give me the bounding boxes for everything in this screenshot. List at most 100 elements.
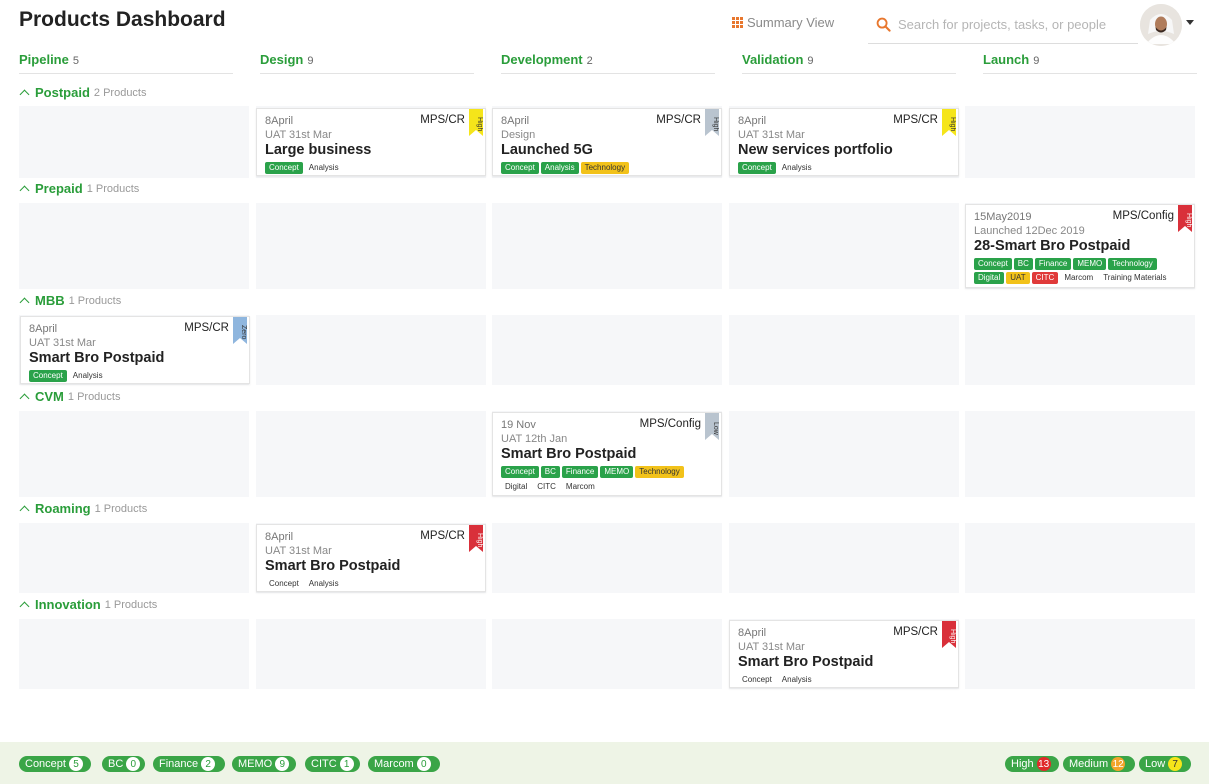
lane-cell [256,619,486,689]
chevron-up-icon [19,601,30,612]
card-title: Large business [265,142,372,158]
group-toggle-cvm[interactable]: CVM 1 Products [19,389,121,404]
tag: MEMO [600,466,634,478]
lane-roaming [19,523,1196,593]
tag: Technology [580,162,630,174]
filter-low[interactable]: Low 7 [1139,756,1191,772]
tag: BC [1013,258,1033,270]
chevron-down-icon[interactable] [1186,20,1194,25]
product-card[interactable]: 8April MPS/CR High Design Launched 5G Co… [492,108,722,176]
group-label: Innovation [35,597,101,612]
group-toggle-mbb[interactable]: MBB 1 Products [19,293,121,308]
header: Products Dashboard Summary View [0,0,1209,46]
lane-cell [965,315,1195,385]
lane-cell [256,411,486,497]
card-title: 28-Smart Bro Postpaid [974,238,1131,254]
product-card[interactable]: 8April MPS/CR High UAT 31st Mar Smart Br… [256,524,486,592]
card-type: MPS/Config [639,418,701,430]
card-type: MPS/CR [420,114,465,126]
summary-view-label: Summary View [747,15,835,30]
filter-citc[interactable]: CITC 1 [305,756,360,772]
group-toggle-roaming[interactable]: Roaming 1 Products [19,501,148,516]
stage-design[interactable]: Design 9 [260,52,474,74]
card-subtitle: UAT 31st Mar [29,337,96,349]
group-label: CVM [35,389,64,404]
lane-cell [729,203,959,289]
tag: BC [540,466,560,478]
product-card[interactable]: 19 Nov MPS/Config Low UAT 12th Jan Smart… [492,412,722,496]
card-subtitle: Launched 12Dec 2019 [974,225,1085,237]
lane-cell [256,315,486,385]
card-title: Launched 5G [501,142,593,158]
product-card[interactable]: 8April MPS/CR High UAT 31st Mar Smart Br… [729,620,959,688]
card-title: Smart Bro Postpaid [738,654,874,670]
page-title: Products Dashboard [19,8,226,31]
tag: Marcom [1064,273,1094,282]
summary-view-button[interactable]: Summary View [732,15,834,30]
tag: UAT [1006,272,1030,284]
tag: Analysis [781,675,812,684]
filter-high[interactable]: High 13 [1005,756,1059,772]
priority-flag: Low [705,413,719,440]
footer-summary-bar: Concept 5 BC 0 Finance 2 MEMO 9 CITC 1 Marcom… [0,742,1209,784]
lane-cell [19,411,249,497]
filter-concept[interactable]: Concept 5 [19,756,91,772]
priority-flag: High [469,525,483,552]
card-type: MPS/CR [184,322,229,334]
lane-cell [492,203,722,289]
filter-finance[interactable]: Finance 2 [153,756,225,772]
tag: Analysis [72,371,103,380]
product-card[interactable]: 15May2019 MPS/Config High Launched 12Dec… [965,204,1195,288]
group-count: 1 Products [67,390,121,403]
stage-launch[interactable]: Launch 9 [983,52,1197,74]
group-count: 1 Products [94,502,148,515]
tag: Training Materials [1103,273,1167,282]
product-card[interactable]: 8April MPS/CR High UAT 31st Mar Large bu… [256,108,486,176]
filter-marcom[interactable]: Marcom 0 [368,756,440,772]
tag: Technology [635,466,684,478]
lane-cell [492,315,722,385]
group-toggle-postpaid[interactable]: Postpaid 2 Products [19,85,147,100]
stage-pipeline[interactable]: Pipeline 5 [19,52,233,74]
card-date: 15May2019 [974,211,1032,223]
card-subtitle: Design [501,129,536,141]
filter-medium[interactable]: Medium 12 [1063,756,1135,772]
group-count: 1 Products [86,182,140,195]
search-input[interactable] [898,17,1134,32]
avatar[interactable] [1140,4,1182,46]
tag: Marcom [565,482,595,491]
tag: Concept [738,162,776,174]
product-card[interactable]: 8April MPS/CR Zero UAT 31st Mar Smart Br… [20,316,250,384]
tag: Analysis [308,579,339,588]
tag: Analysis [308,163,339,172]
tag: CITC [1031,272,1059,284]
chevron-up-icon [19,297,30,308]
tag: Finance [1034,258,1072,270]
priority-flag: High [705,109,719,136]
product-card[interactable]: 8April MPS/CR High UAT 31st Mar New serv… [729,108,959,176]
card-subtitle: UAT 31st Mar [738,129,805,141]
tag: Analysis [540,162,579,174]
stage-header-row: Pipeline 5 Design 9 Development 2 Validatio… [0,52,1209,76]
group-toggle-prepaid[interactable]: Prepaid 1 Products [19,181,140,196]
stage-validation[interactable]: Validation 9 [742,52,956,74]
stage-development[interactable]: Development 2 [501,52,715,74]
priority-flag: High [1178,205,1192,232]
group-toggle-innovation[interactable]: Innovation 1 Products [19,597,157,612]
card-title: Smart Bro Postpaid [29,350,165,366]
lane-cell [19,203,249,289]
tag: Digital [505,482,528,491]
filter-memo[interactable]: MEMO 9 [232,756,296,772]
grid-icon [732,17,743,28]
lane-cell [492,619,722,689]
filter-bc[interactable]: BC 0 [102,756,145,772]
card-date: 8April [29,323,58,335]
card-subtitle: UAT 31st Mar [265,545,332,557]
card-title: Smart Bro Postpaid [501,446,637,462]
group-label: Prepaid [35,181,83,196]
search-icon[interactable] [868,17,898,32]
chevron-up-icon [19,185,30,196]
card-date: 8April [265,531,294,543]
search-bar [868,6,1138,44]
group-label: MBB [35,293,65,308]
